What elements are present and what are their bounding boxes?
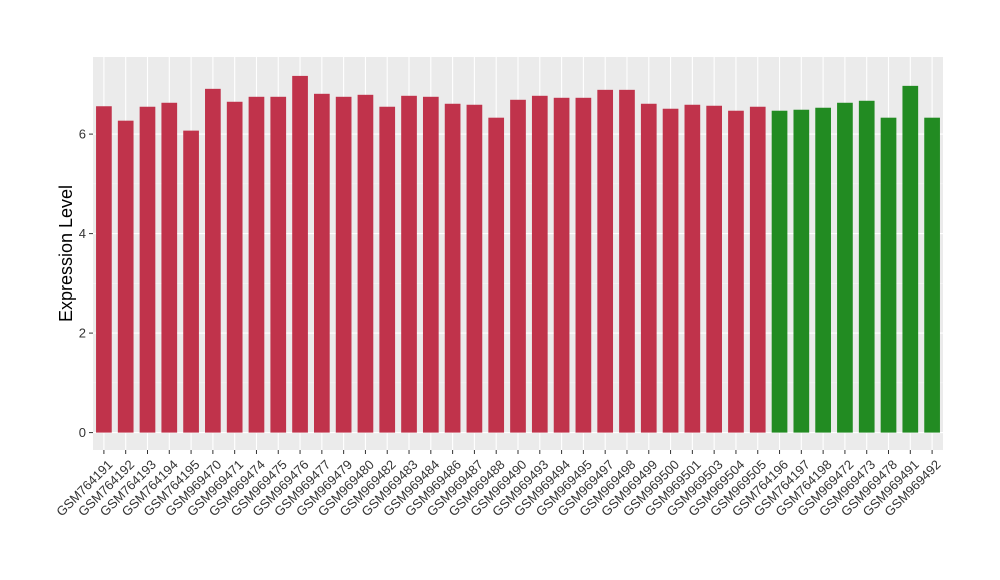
- bars: [96, 75, 940, 433]
- bar: [466, 104, 483, 433]
- bar: [597, 89, 614, 433]
- bar: [793, 109, 810, 433]
- x-axis: GSM764191GSM764192GSM764193GSM764194GSM7…: [53, 450, 944, 519]
- y-axis: 0 2 4 6: [79, 127, 93, 440]
- y-tick-label: 4: [79, 226, 86, 241]
- bar: [314, 93, 330, 433]
- bar: [270, 96, 287, 433]
- y-tick-label: 6: [79, 127, 86, 142]
- bar: [205, 88, 221, 433]
- bar: [858, 100, 875, 433]
- bar: [662, 108, 679, 433]
- bar: [357, 94, 374, 433]
- bar: [880, 117, 897, 433]
- bar: [815, 107, 831, 433]
- bar: [422, 96, 439, 433]
- bar: [226, 101, 243, 433]
- bar: [728, 110, 744, 433]
- bar: [619, 89, 635, 433]
- bar: [292, 75, 308, 433]
- bar: [531, 95, 548, 433]
- bar: [749, 106, 766, 433]
- bar: [379, 106, 396, 433]
- bar: [553, 97, 570, 433]
- bar: [640, 103, 657, 433]
- y-tick-label: 0: [79, 425, 86, 440]
- bar: [335, 96, 352, 433]
- bar: [117, 120, 134, 433]
- bar: [575, 97, 592, 433]
- bar: [924, 117, 940, 433]
- bar: [902, 85, 919, 433]
- bar: [510, 99, 526, 433]
- bar: [837, 102, 853, 433]
- bar: [488, 117, 505, 433]
- bar: [706, 105, 722, 433]
- bar: [96, 106, 112, 433]
- bar: [401, 95, 417, 433]
- bar: [444, 103, 461, 433]
- y-tick-label: 2: [79, 326, 86, 341]
- bar: [139, 106, 156, 433]
- bar: [183, 130, 199, 433]
- bar: [161, 102, 178, 433]
- bar: [248, 96, 265, 433]
- y-axis-title: Expression Level: [56, 185, 76, 322]
- bar: [771, 110, 788, 433]
- bar: [684, 104, 701, 433]
